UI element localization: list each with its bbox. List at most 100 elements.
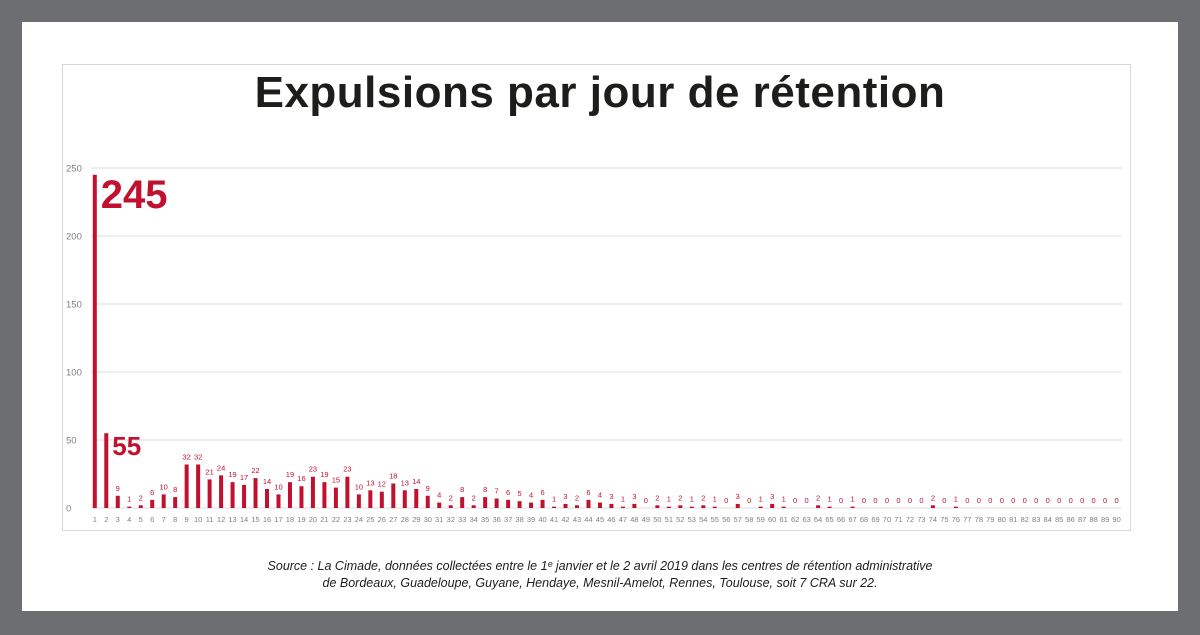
x-tick-label: 5 [139,515,143,524]
bar-value-label: 17 [240,473,248,482]
x-tick-label: 83 [1032,515,1040,524]
bar-value-label: 3 [770,492,774,501]
x-tick-label: 42 [561,515,569,524]
bar [115,495,120,508]
bar [219,475,224,508]
bar-value-label: 0 [644,496,648,505]
bar-value-label: 4 [529,491,533,500]
bar-value-label: 19 [228,470,236,479]
x-tick-label: 69 [871,515,879,524]
bar-value-label: 8 [483,485,487,494]
bar-value-label: 0 [885,496,889,505]
bar [758,506,763,508]
bar-value-label: 2 [678,493,682,502]
x-tick-label: 90 [1112,515,1120,524]
bar [196,464,201,508]
x-tick-label: 78 [975,515,983,524]
bar [184,464,189,508]
bar-value-label: 1 [667,495,671,504]
bar-value-label: 6 [540,488,544,497]
x-tick-label: 17 [274,515,282,524]
bar [552,506,557,508]
x-tick-label: 3 [116,515,120,524]
x-tick-label: 58 [745,515,753,524]
x-tick-label: 34 [469,515,477,524]
bar-value-label: 0 [793,496,797,505]
x-tick-label: 71 [894,515,902,524]
bar-value-label: 0 [1069,496,1073,505]
bar-value-label: 18 [389,472,397,481]
x-tick-label: 47 [619,515,627,524]
bar-value-label: 2 [575,493,579,502]
bar-value-label: 13 [366,478,374,487]
bar [953,506,958,508]
bar-value-label: 6 [150,488,154,497]
bar-value-label: 0 [1000,496,1004,505]
bar-value-label: 0 [896,496,900,505]
bar [402,490,407,508]
x-tick-label: 18 [286,515,294,524]
x-tick-label: 23 [343,515,351,524]
x-tick-label: 43 [573,515,581,524]
bar [540,499,545,508]
x-tick-label: 82 [1021,515,1029,524]
x-tick-label: 77 [963,515,971,524]
x-tick-label: 29 [412,515,420,524]
bar-value-label: 0 [873,496,877,505]
bar-value-label: 0 [919,496,923,505]
source-line-1: Source : La Cimade, données collectées e… [267,559,933,573]
bar-value-label: 6 [586,488,590,497]
bar [689,506,694,508]
x-tick-label: 8 [173,515,177,524]
bar [127,506,132,508]
y-tick-label: 0 [66,504,71,515]
bar-value-label: 1 [690,495,694,504]
source-line-2: de Bordeaux, Guadeloupe, Guyane, Hendaye… [322,576,878,590]
x-tick-label: 4 [127,515,131,524]
bar-value-label: 8 [460,485,464,494]
x-tick-label: 13 [228,515,236,524]
x-tick-label: 33 [458,515,466,524]
x-tick-label: 49 [642,515,650,524]
x-tick-label: 28 [401,515,409,524]
bar [701,505,706,508]
x-tick-label: 48 [630,515,638,524]
x-tick-label: 11 [206,515,214,524]
bar [609,503,614,508]
x-tick-label: 22 [332,515,340,524]
x-tick-label: 7 [162,515,166,524]
bar [678,505,683,508]
x-tick-label: 27 [389,515,397,524]
bar [333,487,338,508]
bar [655,505,660,508]
x-tick-label: 62 [791,515,799,524]
x-tick-label: 50 [653,515,661,524]
x-tick-label: 79 [986,515,994,524]
bar-value-label: 19 [320,470,328,479]
x-tick-label: 53 [688,515,696,524]
bar-value-label: 1 [850,495,854,504]
bar-value-label: 3 [563,492,567,501]
x-tick-label: 85 [1055,515,1063,524]
bar-value-label: 1 [827,495,831,504]
x-tick-label: 15 [251,515,259,524]
bar [414,488,419,508]
bar-value-label: 0 [724,496,728,505]
bar [460,497,465,508]
bar [586,499,591,508]
x-tick-label: 55 [711,515,719,524]
bar-value-label: 4 [437,491,441,500]
bar-value-label: 245 [101,173,168,217]
bar [138,505,143,508]
x-tick-label: 44 [584,515,592,524]
bar [173,497,178,508]
x-tick-label: 68 [860,515,868,524]
bar-value-label: 2 [472,493,476,502]
bar-value-label: 7 [495,486,499,495]
bar-value-label: 12 [378,480,386,489]
bar [368,490,373,508]
bar [345,476,350,508]
x-tick-label: 65 [825,515,833,524]
bar-value-label: 32 [194,452,202,461]
x-tick-label: 1 [93,515,97,524]
